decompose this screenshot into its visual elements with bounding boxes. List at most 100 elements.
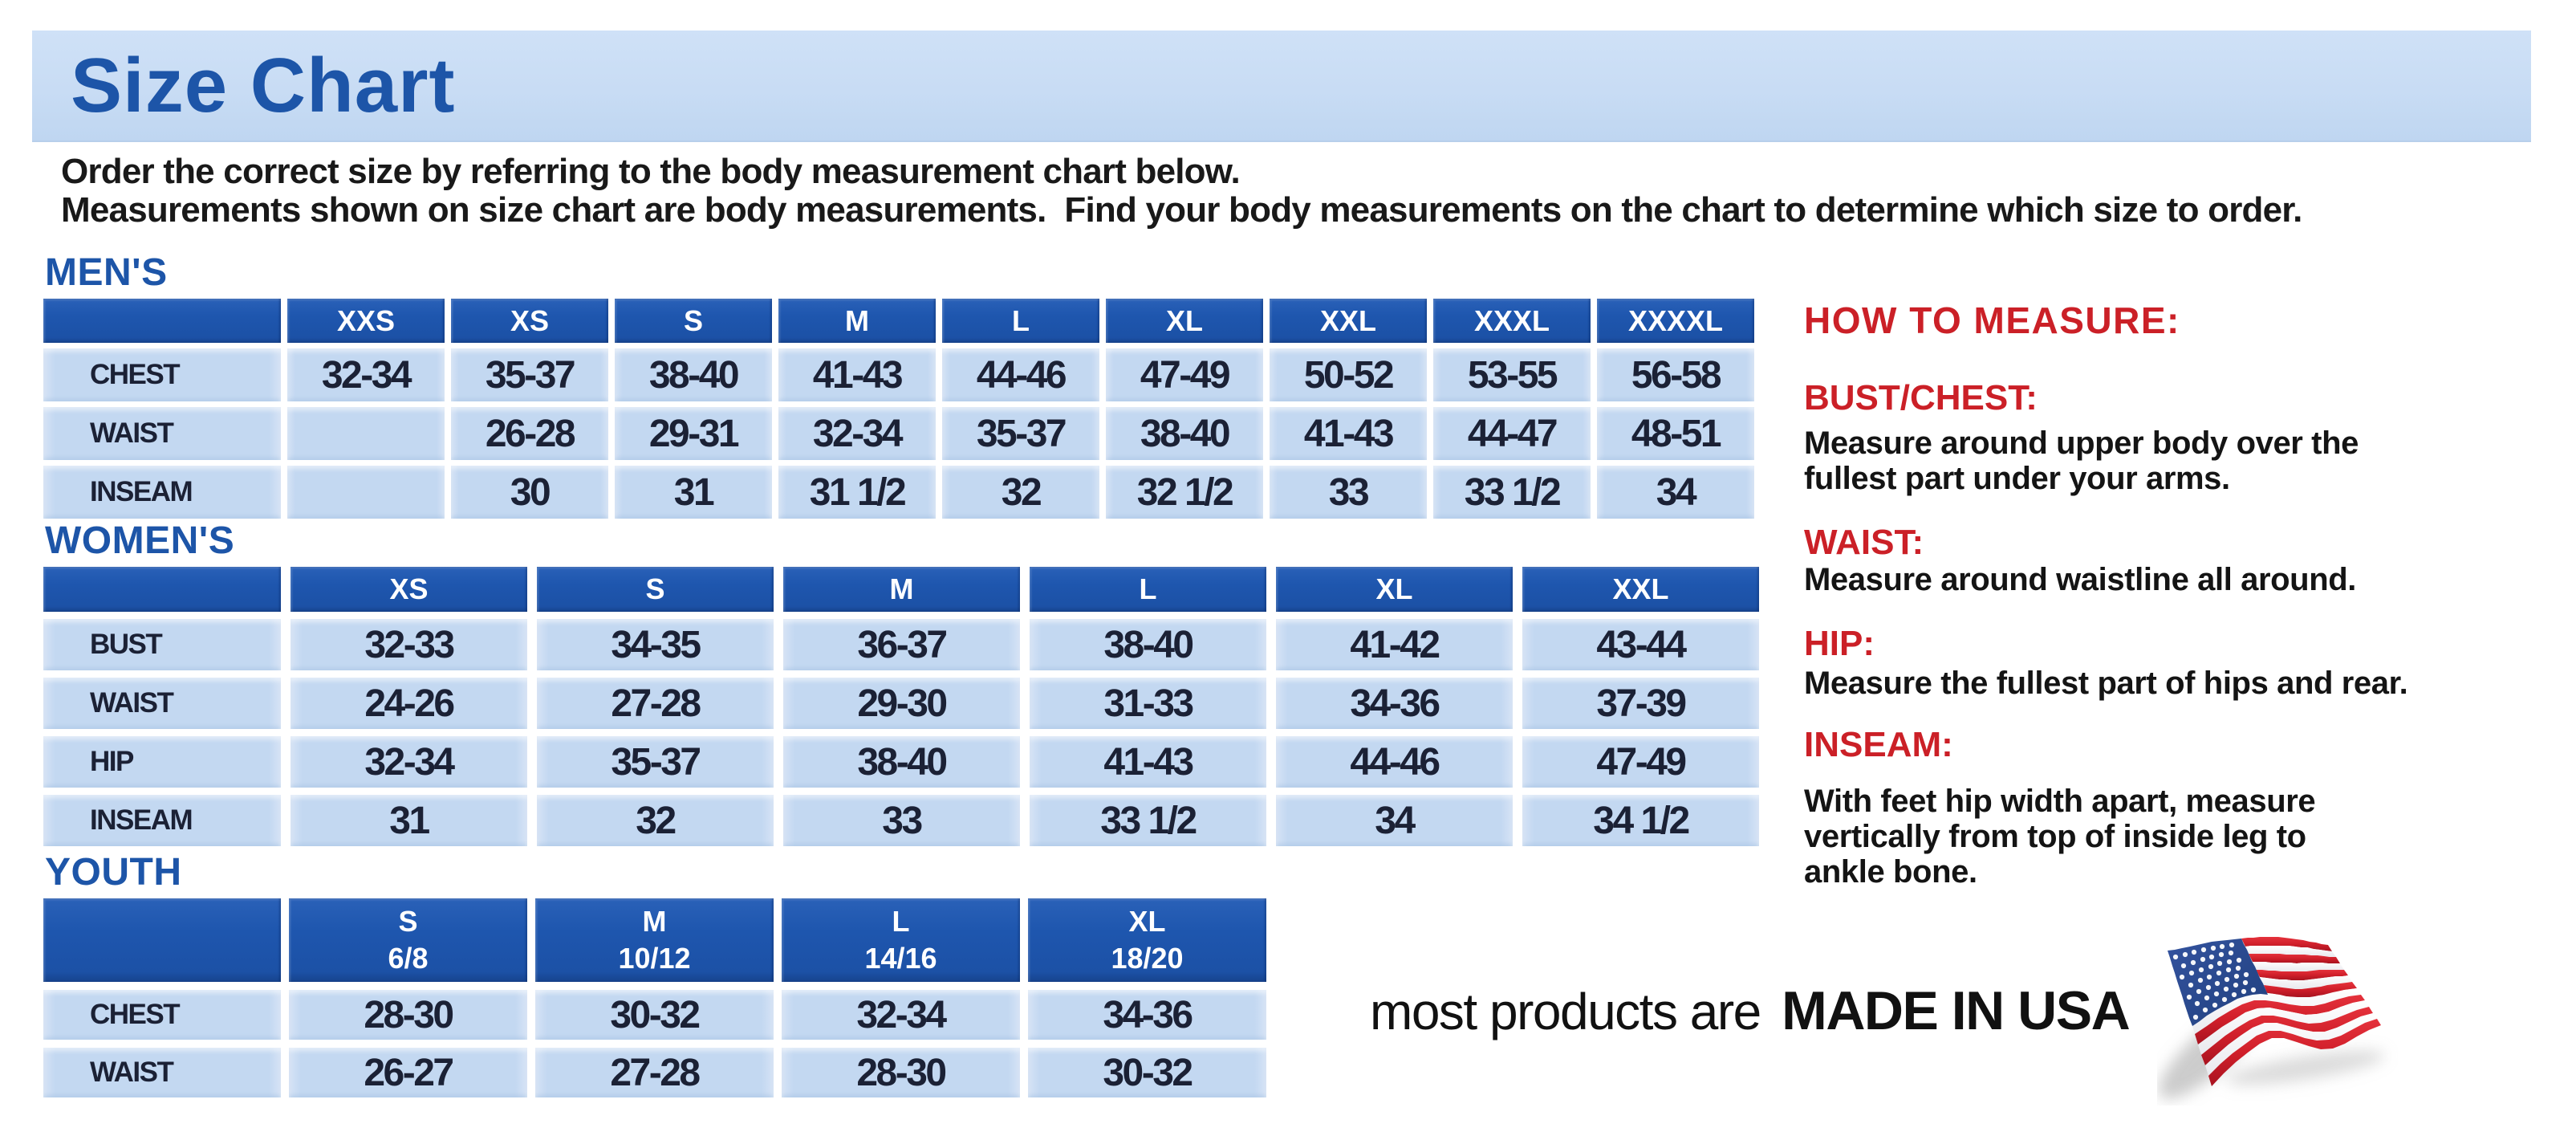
value-cell: 38-40	[615, 348, 772, 401]
value-cell: 31	[615, 466, 772, 519]
value-cell: 30-32	[1028, 1048, 1266, 1097]
value-cell: 28-30	[289, 990, 527, 1040]
value-cell: 56-58	[1597, 348, 1754, 401]
column-header-l: L	[942, 299, 1099, 343]
value-cell: 34-36	[1276, 678, 1513, 729]
corner-cell	[43, 898, 281, 982]
measure-item-text: Measure around upper body over the fulle…	[1804, 426, 2359, 496]
section-heading-womens: WOMEN'S	[45, 519, 235, 562]
row-label-waist: WAIST	[43, 407, 281, 460]
column-header-xl: XL	[1106, 299, 1263, 343]
column-header-l: L 14/16	[782, 898, 1020, 982]
value-cell: 44-46	[1276, 736, 1513, 788]
measure-item-text: With feet hip width apart, measure verti…	[1804, 784, 2316, 890]
value-cell: 33 1/2	[1030, 795, 1266, 846]
value-cell: 32-34	[778, 407, 936, 460]
value-cell: 41-43	[778, 348, 936, 401]
column-header-xxxl: XXXL	[1433, 299, 1591, 343]
measure-item-label: HIP:	[1804, 624, 1875, 663]
value-cell: 27-28	[537, 678, 774, 729]
how-to-measure-title: HOW TO MEASURE:	[1804, 299, 2180, 341]
value-cell: 50-52	[1270, 348, 1427, 401]
row-label-chest: CHEST	[43, 990, 281, 1040]
column-header-xl: XL	[1276, 567, 1513, 612]
value-cell: 26-27	[289, 1048, 527, 1097]
value-cell: 32-34	[782, 990, 1020, 1040]
measure-item-text: Measure around waistline all around.	[1804, 562, 2356, 597]
value-cell: 34-35	[537, 619, 774, 670]
column-header-s: S	[615, 299, 772, 343]
column-header-xl: XL 18/20	[1028, 898, 1266, 982]
column-header-xxl: XXL	[1270, 299, 1427, 343]
section-heading-mens: MEN'S	[45, 251, 168, 294]
value-cell: 29-31	[615, 407, 772, 460]
value-cell	[287, 407, 445, 460]
column-header-xs: XS	[451, 299, 608, 343]
value-cell: 27-28	[535, 1048, 774, 1097]
column-header-xxxxl: XXXXL	[1597, 299, 1754, 343]
column-header-s: S	[537, 567, 774, 612]
value-cell: 33	[1270, 466, 1427, 519]
measure-item-label: BUST/CHEST:	[1804, 378, 2038, 417]
mens-size-table: XXS XS S M L XL XXL XXXL XXXXL CHEST 32-34 35-37 38-…	[43, 299, 1754, 519]
value-cell: 24-26	[291, 678, 527, 729]
value-cell: 32-34	[291, 736, 527, 788]
column-header-l: L	[1030, 567, 1266, 612]
column-header-m: M	[778, 299, 936, 343]
value-cell: 43-44	[1522, 619, 1759, 670]
corner-cell	[43, 567, 281, 612]
value-cell: 32-33	[291, 619, 527, 670]
value-cell: 41-42	[1276, 619, 1513, 670]
value-cell: 31	[291, 795, 527, 846]
value-cell: 34-36	[1028, 990, 1266, 1040]
measure-item-label: INSEAM:	[1804, 725, 1953, 764]
row-label-inseam: INSEAM	[43, 466, 281, 519]
measure-item-text: Measure the fullest part of hips and rea…	[1804, 666, 2408, 701]
value-cell: 28-30	[782, 1048, 1020, 1097]
made-in-usa-text: MADE IN USA	[1782, 980, 2131, 1041]
column-header-s: S 6/8	[289, 898, 527, 982]
intro-text: Order the correct size by referring to t…	[61, 152, 2302, 230]
column-header-xs: XS	[291, 567, 527, 612]
youth-size-table: S 6/8 M 10/12 L 14/16 XL 18/20 CHEST 28-30 30-…	[43, 898, 1266, 1097]
page-title: Size Chart	[71, 42, 456, 128]
value-cell: 31 1/2	[778, 466, 936, 519]
row-label-inseam: INSEAM	[43, 795, 281, 846]
row-label-waist: WAIST	[43, 1048, 281, 1097]
value-cell: 38-40	[783, 736, 1020, 788]
value-cell: 33	[783, 795, 1020, 846]
row-label-waist: WAIST	[43, 678, 281, 729]
value-cell: 26-28	[451, 407, 608, 460]
value-cell: 32 1/2	[1106, 466, 1263, 519]
column-header-m: M 10/12	[535, 898, 774, 982]
value-cell: 41-43	[1270, 407, 1427, 460]
value-cell: 29-30	[783, 678, 1020, 729]
value-cell: 32	[537, 795, 774, 846]
value-cell: 44-46	[942, 348, 1099, 401]
section-heading-youth: YOUTH	[45, 851, 182, 894]
value-cell: 31-33	[1030, 678, 1266, 729]
made-in-usa-line: most products are MADE IN USA	[1370, 980, 2131, 1054]
value-cell: 34	[1276, 795, 1513, 846]
corner-cell	[43, 299, 281, 343]
value-cell: 38-40	[1030, 619, 1266, 670]
value-cell: 35-37	[537, 736, 774, 788]
value-cell: 47-49	[1522, 736, 1759, 788]
value-cell: 32-34	[287, 348, 445, 401]
womens-size-table: XS S M L XL XXL BUST 32-33 34-35 36-37 38-40 41-42 4…	[43, 567, 1759, 846]
made-in-usa-prefix: most products are	[1370, 983, 1761, 1040]
value-cell: 35-37	[942, 407, 1099, 460]
value-cell: 34 1/2	[1522, 795, 1759, 846]
value-cell: 53-55	[1433, 348, 1591, 401]
value-cell: 35-37	[451, 348, 608, 401]
title-banner: Size Chart	[32, 31, 2531, 142]
row-label-hip: HIP	[43, 736, 281, 788]
value-cell: 34	[1597, 466, 1754, 519]
value-cell: 30-32	[535, 990, 774, 1040]
value-cell	[287, 466, 445, 519]
value-cell: 44-47	[1433, 407, 1591, 460]
column-header-xxl: XXL	[1522, 567, 1759, 612]
value-cell: 41-43	[1030, 736, 1266, 788]
column-header-m: M	[783, 567, 1020, 612]
